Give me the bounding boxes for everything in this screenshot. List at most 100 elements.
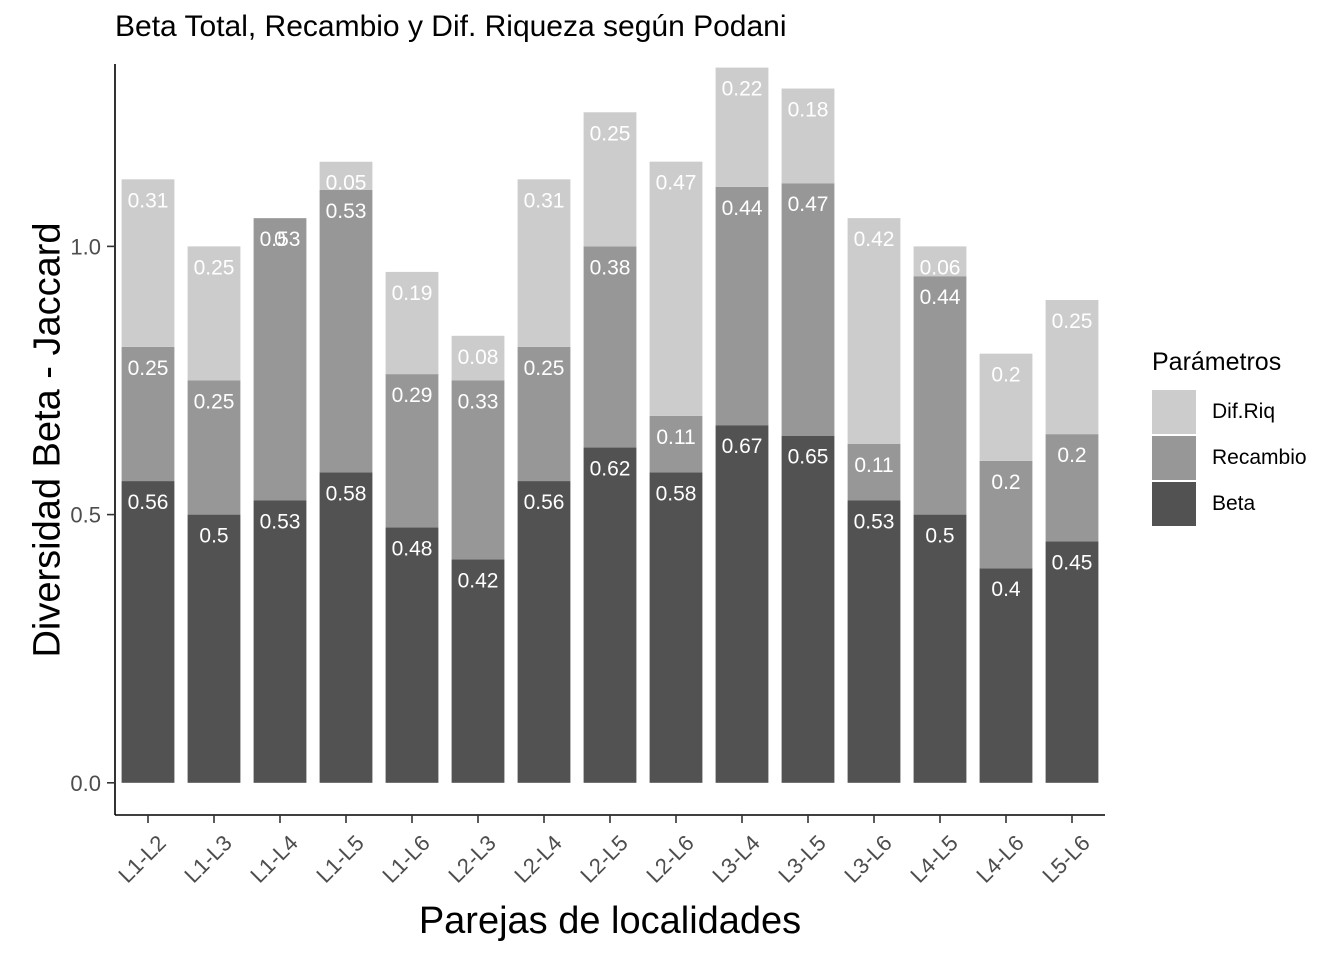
- data-label-recambio-l1-l3: 0.25: [194, 390, 235, 413]
- y-tick-label: 0.5: [70, 503, 101, 528]
- data-label-beta-l1-l3: 0.5: [199, 525, 228, 548]
- data-label-recambio-l4-l5: 0.44: [920, 286, 961, 309]
- bar-dif-riq-l3-l4: [715, 67, 769, 187]
- data-label-recambio-l1-l2: 0.25: [128, 357, 169, 380]
- data-label-dif-riq-l2-l5: 0.25: [590, 122, 631, 145]
- bar-beta-l3-l5: [781, 435, 835, 783]
- bar-beta-l3-l6: [847, 500, 901, 783]
- data-label-recambio-l1-l4: 0.53: [260, 228, 301, 251]
- bar-dif-riq-l2-l3: [451, 335, 505, 381]
- data-label-dif-riq-l4-l5: 0.06: [920, 256, 961, 279]
- data-label-recambio-l3-l4: 0.44: [722, 197, 763, 220]
- data-label-beta-l1-l5: 0.58: [326, 482, 367, 505]
- bar-dif-riq-l2-l5: [583, 112, 637, 247]
- data-label-recambio-l3-l6: 0.11: [854, 454, 893, 477]
- bar-recambio-l4-l6: [979, 460, 1033, 569]
- legend-key-beta: [1152, 482, 1196, 526]
- bar-beta-l4-l6: [979, 568, 1033, 783]
- bar-beta-l1-l5: [319, 472, 373, 783]
- data-label-beta-l2-l6: 0.58: [656, 482, 697, 505]
- y-tick-label: 0.0: [70, 771, 101, 796]
- bar-recambio-l2-l4: [517, 346, 571, 482]
- bar-dif-riq-l1-l3: [187, 246, 241, 381]
- bar-recambio-l1-l4: [253, 218, 307, 501]
- x-tick-label-l4-l6: L4-L6: [971, 830, 1028, 887]
- bar-beta-l3-l4: [715, 425, 769, 783]
- data-label-dif-riq-l2-l4: 0.31: [524, 189, 565, 212]
- data-label-recambio-l2-l3: 0.33: [458, 390, 499, 413]
- x-tick-label-l1-l2: L1-L2: [113, 830, 170, 887]
- data-label-dif-riq-l2-l6: 0.47: [656, 172, 697, 195]
- data-label-beta-l2-l5: 0.62: [590, 458, 631, 481]
- legend-item-recambio: Recambio: [1152, 435, 1307, 481]
- data-label-dif-riq-l3-l4: 0.22: [722, 78, 763, 101]
- data-label-dif-riq-l5-l6: 0.25: [1052, 310, 1093, 333]
- x-tick-label-l2-l6: L2-L6: [641, 830, 698, 887]
- bar-dif-riq-l1-l5: [319, 161, 373, 190]
- x-tick-label-l5-l6: L5-L6: [1037, 830, 1094, 887]
- bar-dif-riq-l2-l6: [649, 161, 703, 416]
- bar-dif-riq-l4-l5: [913, 246, 967, 277]
- legend-item-dif-riq: Dif.Riq: [1152, 389, 1307, 435]
- data-label-beta-l3-l6: 0.53: [854, 510, 895, 533]
- x-tick-label-l1-l4: L1-L4: [245, 830, 302, 887]
- bar-dif-riq-l4-l6: [979, 353, 1033, 461]
- data-label-beta-l4-l6: 0.4: [991, 578, 1021, 601]
- data-label-beta-l3-l5: 0.65: [788, 446, 829, 469]
- data-label-beta-l2-l3: 0.42: [458, 569, 499, 592]
- bar-recambio-l1-l3: [187, 380, 241, 515]
- bar-beta-l1-l6: [385, 527, 439, 783]
- bar-recambio-l2-l6: [649, 415, 703, 473]
- data-label-recambio-l4-l6: 0.2: [991, 471, 1020, 494]
- bar-beta-l2-l4: [517, 481, 571, 783]
- data-label-recambio-l2-l5: 0.38: [590, 256, 631, 279]
- x-tick-label-l1-l3: L1-L3: [179, 830, 236, 887]
- data-label-beta-l1-l2: 0.56: [128, 491, 169, 514]
- data-label-recambio-l5-l6: 0.2: [1057, 444, 1086, 467]
- legend-key-recambio: [1152, 436, 1196, 480]
- legend: Parámetros Dif.Riq Recambio Beta: [1152, 348, 1307, 527]
- bar-dif-riq-l1-l6: [385, 271, 439, 375]
- legend-label-beta: Beta: [1212, 492, 1256, 515]
- x-axis-title: Parejas de localidades: [418, 900, 802, 942]
- legend-key-dif-riq: [1152, 390, 1196, 434]
- bar-beta-l5-l6: [1045, 541, 1099, 783]
- legend-items: Dif.Riq Recambio Beta: [1152, 389, 1307, 527]
- bar-recambio-l1-l6: [385, 374, 439, 528]
- bar-recambio-l2-l5: [583, 246, 637, 448]
- bar-dif-riq-l1-l2: [121, 179, 175, 347]
- legend-label-dif-riq: Dif.Riq: [1212, 400, 1276, 423]
- legend-title: Parámetros: [1152, 348, 1282, 376]
- data-label-dif-riq-l3-l6: 0.42: [854, 228, 895, 251]
- x-tick-label-l3-l6: L3-L6: [839, 830, 896, 887]
- x-tick-label-l1-l5: L1-L5: [311, 830, 368, 887]
- data-label-dif-riq-l1-l4: 0: [274, 228, 286, 251]
- data-label-beta-l2-l4: 0.56: [524, 491, 565, 514]
- bar-recambio-l3-l4: [715, 186, 769, 426]
- x-tick-label-l3-l4: L3-L4: [707, 830, 764, 887]
- data-label-dif-riq-l3-l5: 0.18: [788, 99, 829, 122]
- data-label-dif-riq-l4-l6: 0.2: [991, 364, 1020, 387]
- bar-beta-l1-l2: [121, 481, 175, 783]
- bar-recambio-l1-l2: [121, 346, 175, 482]
- data-label-dif-riq-l1-l5: 0.05: [326, 172, 367, 195]
- x-tick-label-l4-l5: L4-L5: [905, 830, 962, 887]
- bar-recambio-l2-l3: [451, 380, 505, 560]
- legend-item-beta: Beta: [1152, 481, 1307, 527]
- bar-dif-riq-l5-l6: [1045, 300, 1099, 435]
- data-label-dif-riq-l1-l3: 0.25: [194, 256, 235, 279]
- x-tick-label-l1-l6: L1-L6: [377, 830, 434, 887]
- data-label-recambio-l2-l4: 0.25: [524, 357, 565, 380]
- bar-dif-riq-l3-l6: [847, 218, 901, 445]
- y-tick-label: 1.0: [70, 234, 101, 259]
- x-tick-label-l2-l5: L2-L5: [575, 830, 632, 887]
- x-tick-label-l2-l4: L2-L4: [509, 830, 566, 887]
- bar-recambio-l3-l6: [847, 444, 901, 501]
- bar-dif-riq-l3-l5: [781, 88, 835, 184]
- data-label-beta-l1-l6: 0.48: [392, 537, 433, 560]
- data-label-dif-riq-l2-l3: 0.08: [458, 346, 499, 369]
- data-label-recambio-l2-l6: 0.11: [656, 426, 695, 449]
- data-label-recambio-l3-l5: 0.47: [788, 193, 829, 216]
